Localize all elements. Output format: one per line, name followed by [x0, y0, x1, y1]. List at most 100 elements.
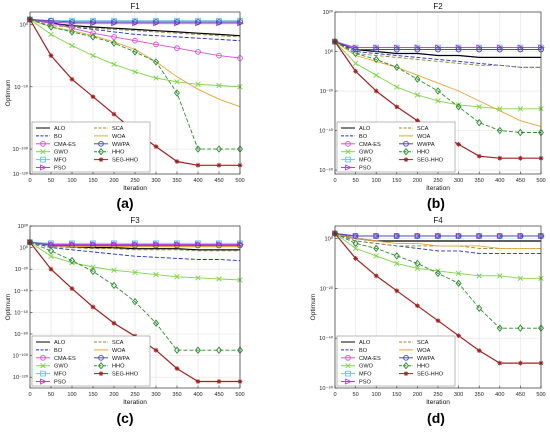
- x-tick-label: 150: [392, 392, 401, 398]
- data-point-seg-hho: [497, 155, 503, 161]
- series-line-hho: [334, 41, 541, 133]
- data-point-seg-hho: [353, 256, 358, 261]
- data-point-seg-hho: [69, 76, 75, 82]
- data-point-gwo: [414, 92, 421, 98]
- data-point-hho: [174, 89, 180, 97]
- data-point-seg-hho: [153, 144, 159, 149]
- series-line-hho: [334, 233, 541, 329]
- legend-marker: [40, 362, 46, 369]
- legend-item-mfo: MFO: [36, 370, 67, 378]
- legend-marker: [403, 361, 409, 370]
- legend-marker: [345, 156, 351, 163]
- data-point-seg-hho: [216, 162, 222, 168]
- data-point-seg-hho: [415, 303, 420, 309]
- legend-marker: [40, 354, 46, 361]
- series-line-sca: [334, 41, 541, 68]
- legend-marker: [40, 140, 46, 147]
- legend-label: ALO: [359, 340, 371, 346]
- data-point-gwo: [153, 75, 159, 81]
- legend-marker: [40, 378, 47, 385]
- data-point-wwpa: [476, 46, 483, 53]
- data-point-gwo: [174, 274, 180, 280]
- series-sca: [334, 41, 541, 68]
- chart-panel-2: 0 50 100 150 200 250 300 350 400 450 500 10²⁰ 10⁰ 10⁻…: [319, 2, 546, 192]
- legend-item-wwpa: WWPA: [94, 140, 130, 148]
- data-point-seg-hho: [497, 360, 503, 366]
- legend-item-mfo: MFO: [36, 156, 67, 164]
- y-tick-label: 10⁰: [325, 235, 334, 242]
- legend-label: WOA: [417, 134, 431, 140]
- legend-item-wwpa: WWPA: [94, 354, 130, 362]
- legend-item-cma-es: CMA-ES: [341, 354, 381, 362]
- series-woa: [334, 233, 541, 249]
- y-tick-label: 10⁻¹⁰⁰: [12, 146, 28, 153]
- data-point-seg-hho: [111, 111, 117, 117]
- data-point-wwpa: [48, 17, 54, 24]
- y-tick-label: 10⁻⁴⁰: [14, 288, 29, 295]
- data-point-pso: [373, 44, 381, 51]
- data-point-gwo: [352, 245, 359, 252]
- x-tick-label: 400: [193, 392, 202, 398]
- data-point-seg-hho: [518, 360, 523, 366]
- data-point-gwo: [476, 273, 482, 279]
- data-point-gwo: [373, 253, 379, 259]
- legend-marker: [40, 156, 46, 163]
- data-point-wwpa: [153, 242, 159, 249]
- data-point-pso: [393, 44, 401, 51]
- legend-label: WOA: [417, 348, 431, 354]
- series-wwpa: [332, 38, 544, 53]
- data-point-gwo: [394, 260, 400, 267]
- data-point-hho: [414, 259, 421, 268]
- x-tick-label: 50: [352, 392, 358, 398]
- x-tick-label: 200: [413, 178, 422, 184]
- data-point-gwo: [517, 106, 524, 112]
- x-tick-label: 100: [372, 392, 381, 398]
- data-point-wwpa: [393, 233, 400, 239]
- y-tick-label: 10²⁰: [18, 223, 29, 230]
- data-point-wwpa: [195, 19, 201, 25]
- legend-box: [31, 121, 151, 173]
- data-point-seg-hho: [373, 273, 379, 279]
- data-point-gwo: [352, 60, 359, 67]
- legend-label: MFO: [54, 372, 67, 378]
- legend: ALO BO CMA-ES GWO MFO PSO SCA WOA WWPA HHO SEG-HHO: [336, 335, 456, 387]
- legend-marker: [345, 148, 351, 155]
- series-line-bo: [29, 241, 241, 262]
- legend-item-woa: WOA: [94, 348, 126, 354]
- data-point-wwpa: [476, 233, 483, 239]
- legend-label: SEG-HHO: [417, 158, 444, 164]
- data-point-pso: [455, 44, 463, 51]
- legend-label: SEG-HHO: [112, 372, 139, 378]
- data-point-wwpa: [352, 46, 359, 53]
- x-tick-label: 50: [48, 178, 54, 184]
- data-point-hho: [69, 28, 75, 36]
- series-line-wwpa: [29, 19, 240, 23]
- data-point-cma-es: [174, 45, 180, 51]
- series-line-mfo: [29, 19, 240, 22]
- legend-item-bo: BO: [341, 348, 368, 354]
- data-point-gwo: [174, 79, 180, 85]
- legend-item-seg-hho: SEG-HHO: [94, 371, 139, 378]
- chart-title: F2: [433, 2, 443, 11]
- data-point-seg-hho: [48, 266, 54, 272]
- legend-marker: [98, 147, 104, 156]
- y-tick-label: 10⁻¹²⁰: [13, 374, 29, 381]
- legend-item-woa: WOA: [94, 134, 126, 140]
- y-tick-label: 10⁻⁶⁰: [14, 309, 28, 316]
- data-point-gwo: [435, 98, 441, 104]
- legend-box: [336, 335, 456, 387]
- x-tick-label: 300: [454, 392, 463, 398]
- legend-label: GWO: [359, 364, 374, 370]
- chart-title: F3: [130, 216, 140, 225]
- data-point-gwo: [195, 275, 201, 281]
- legend-label: PSO: [359, 166, 371, 172]
- legend-marker: [345, 354, 351, 361]
- data-point-hho: [48, 23, 54, 31]
- data-point-hho: [216, 346, 222, 354]
- data-point-hho: [153, 58, 159, 66]
- legend-item-seg-hho: SEG-HHO: [94, 157, 139, 164]
- chart-panel-4: 0 50 100 150 200 250 300 350 400 450 500 10⁰ 10⁻²⁰ 10…: [310, 216, 546, 406]
- x-tick-label: 100: [372, 178, 381, 184]
- series-bo: [29, 19, 241, 42]
- legend-item-hho: HHO: [399, 361, 430, 370]
